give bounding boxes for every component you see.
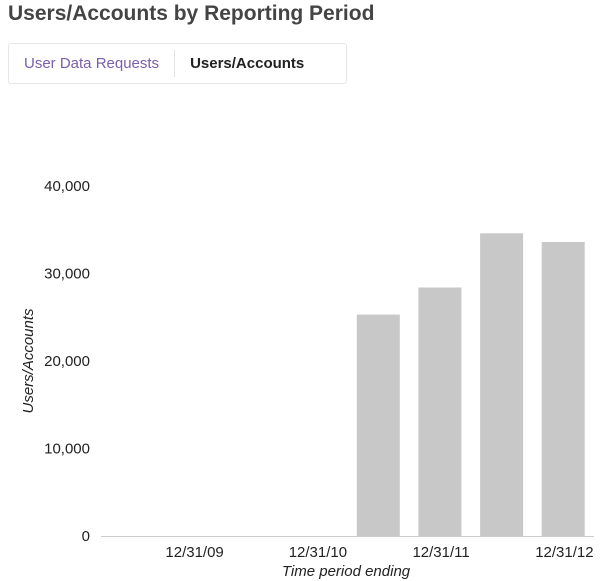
tab-divider xyxy=(174,50,176,77)
x-tick-label: 12/31/12 xyxy=(535,544,593,561)
bar-6-30-11 xyxy=(356,314,400,536)
y-tick-label: 20,000 xyxy=(44,353,90,370)
y-tick-label: 40,000 xyxy=(44,178,90,195)
bar-6-30-12 xyxy=(480,233,524,537)
y-tick-label: 10,000 xyxy=(44,441,90,458)
tab-bar: User Data Requests Users/Accounts xyxy=(8,43,347,84)
x-tick-label: 12/31/10 xyxy=(289,544,347,561)
bar-12-31-12 xyxy=(541,242,585,536)
x-tick-label: 12/31/09 xyxy=(165,544,223,561)
y-tick-label: 30,000 xyxy=(44,266,90,283)
y-tick-label: 0 xyxy=(82,528,90,545)
x-tick-label: 12/31/11 xyxy=(412,544,469,561)
page-title: Users/Accounts by Reporting Period xyxy=(8,2,375,25)
y-axis-title: Users/Accounts xyxy=(20,308,37,414)
bar-12-31-11 xyxy=(418,287,462,536)
tab-users-accounts[interactable]: Users/Accounts xyxy=(190,55,305,72)
x-axis-title: Time period ending xyxy=(282,563,411,580)
tab-user-data-requests[interactable]: User Data Requests xyxy=(24,55,160,72)
